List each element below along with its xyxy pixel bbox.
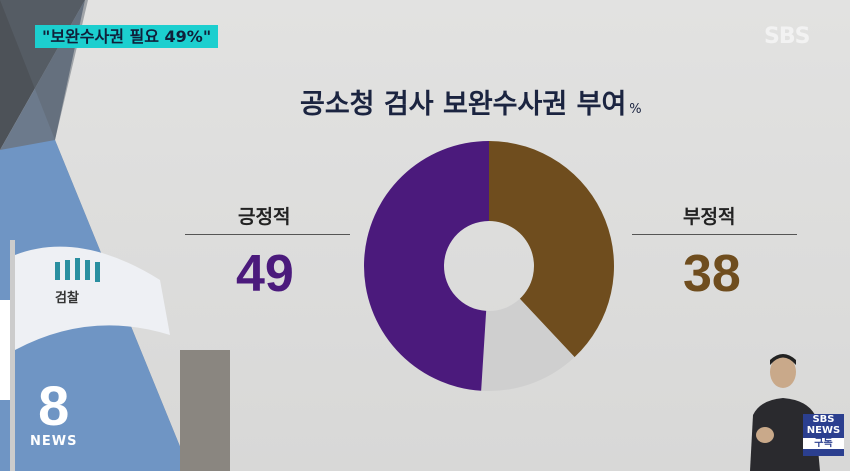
- logo-label: NEWS: [30, 434, 78, 449]
- donut-slice-2: [363, 141, 489, 391]
- chart-unit: %: [629, 102, 642, 117]
- negative-label: 부정적: [683, 206, 736, 228]
- prosecution-building-photo: 검찰: [0, 0, 230, 471]
- chart-title-text: 공소청 검사 보완수사권 부여: [300, 89, 627, 120]
- positive-value: 49: [236, 245, 294, 303]
- news-caption: "보완수사권 필요 49%": [35, 25, 219, 48]
- subscribe-button[interactable]: SBS NEWS 구독: [803, 414, 844, 456]
- donut-slice-0: [489, 141, 614, 358]
- negative-value: 38: [683, 245, 741, 303]
- sign-language-interpreter: [750, 354, 820, 471]
- logo-number: 8: [38, 374, 70, 437]
- subscribe-action: 구독: [803, 438, 844, 449]
- subscribe-brand: SBS: [812, 414, 835, 425]
- sbs-logo: SBS: [764, 24, 810, 49]
- positive-label: 긍정적: [238, 206, 291, 228]
- positive-divider: [185, 234, 350, 235]
- sbs-8-news-logo: 8 NEWS: [30, 374, 78, 450]
- subscribe-sub: NEWS: [806, 425, 841, 436]
- negative-divider: [632, 234, 797, 235]
- donut-slice-1: [481, 298, 575, 391]
- svg-text:검찰: 검찰: [55, 290, 79, 306]
- chart-title: 공소청 검사 보완수사권 부여%: [300, 82, 642, 121]
